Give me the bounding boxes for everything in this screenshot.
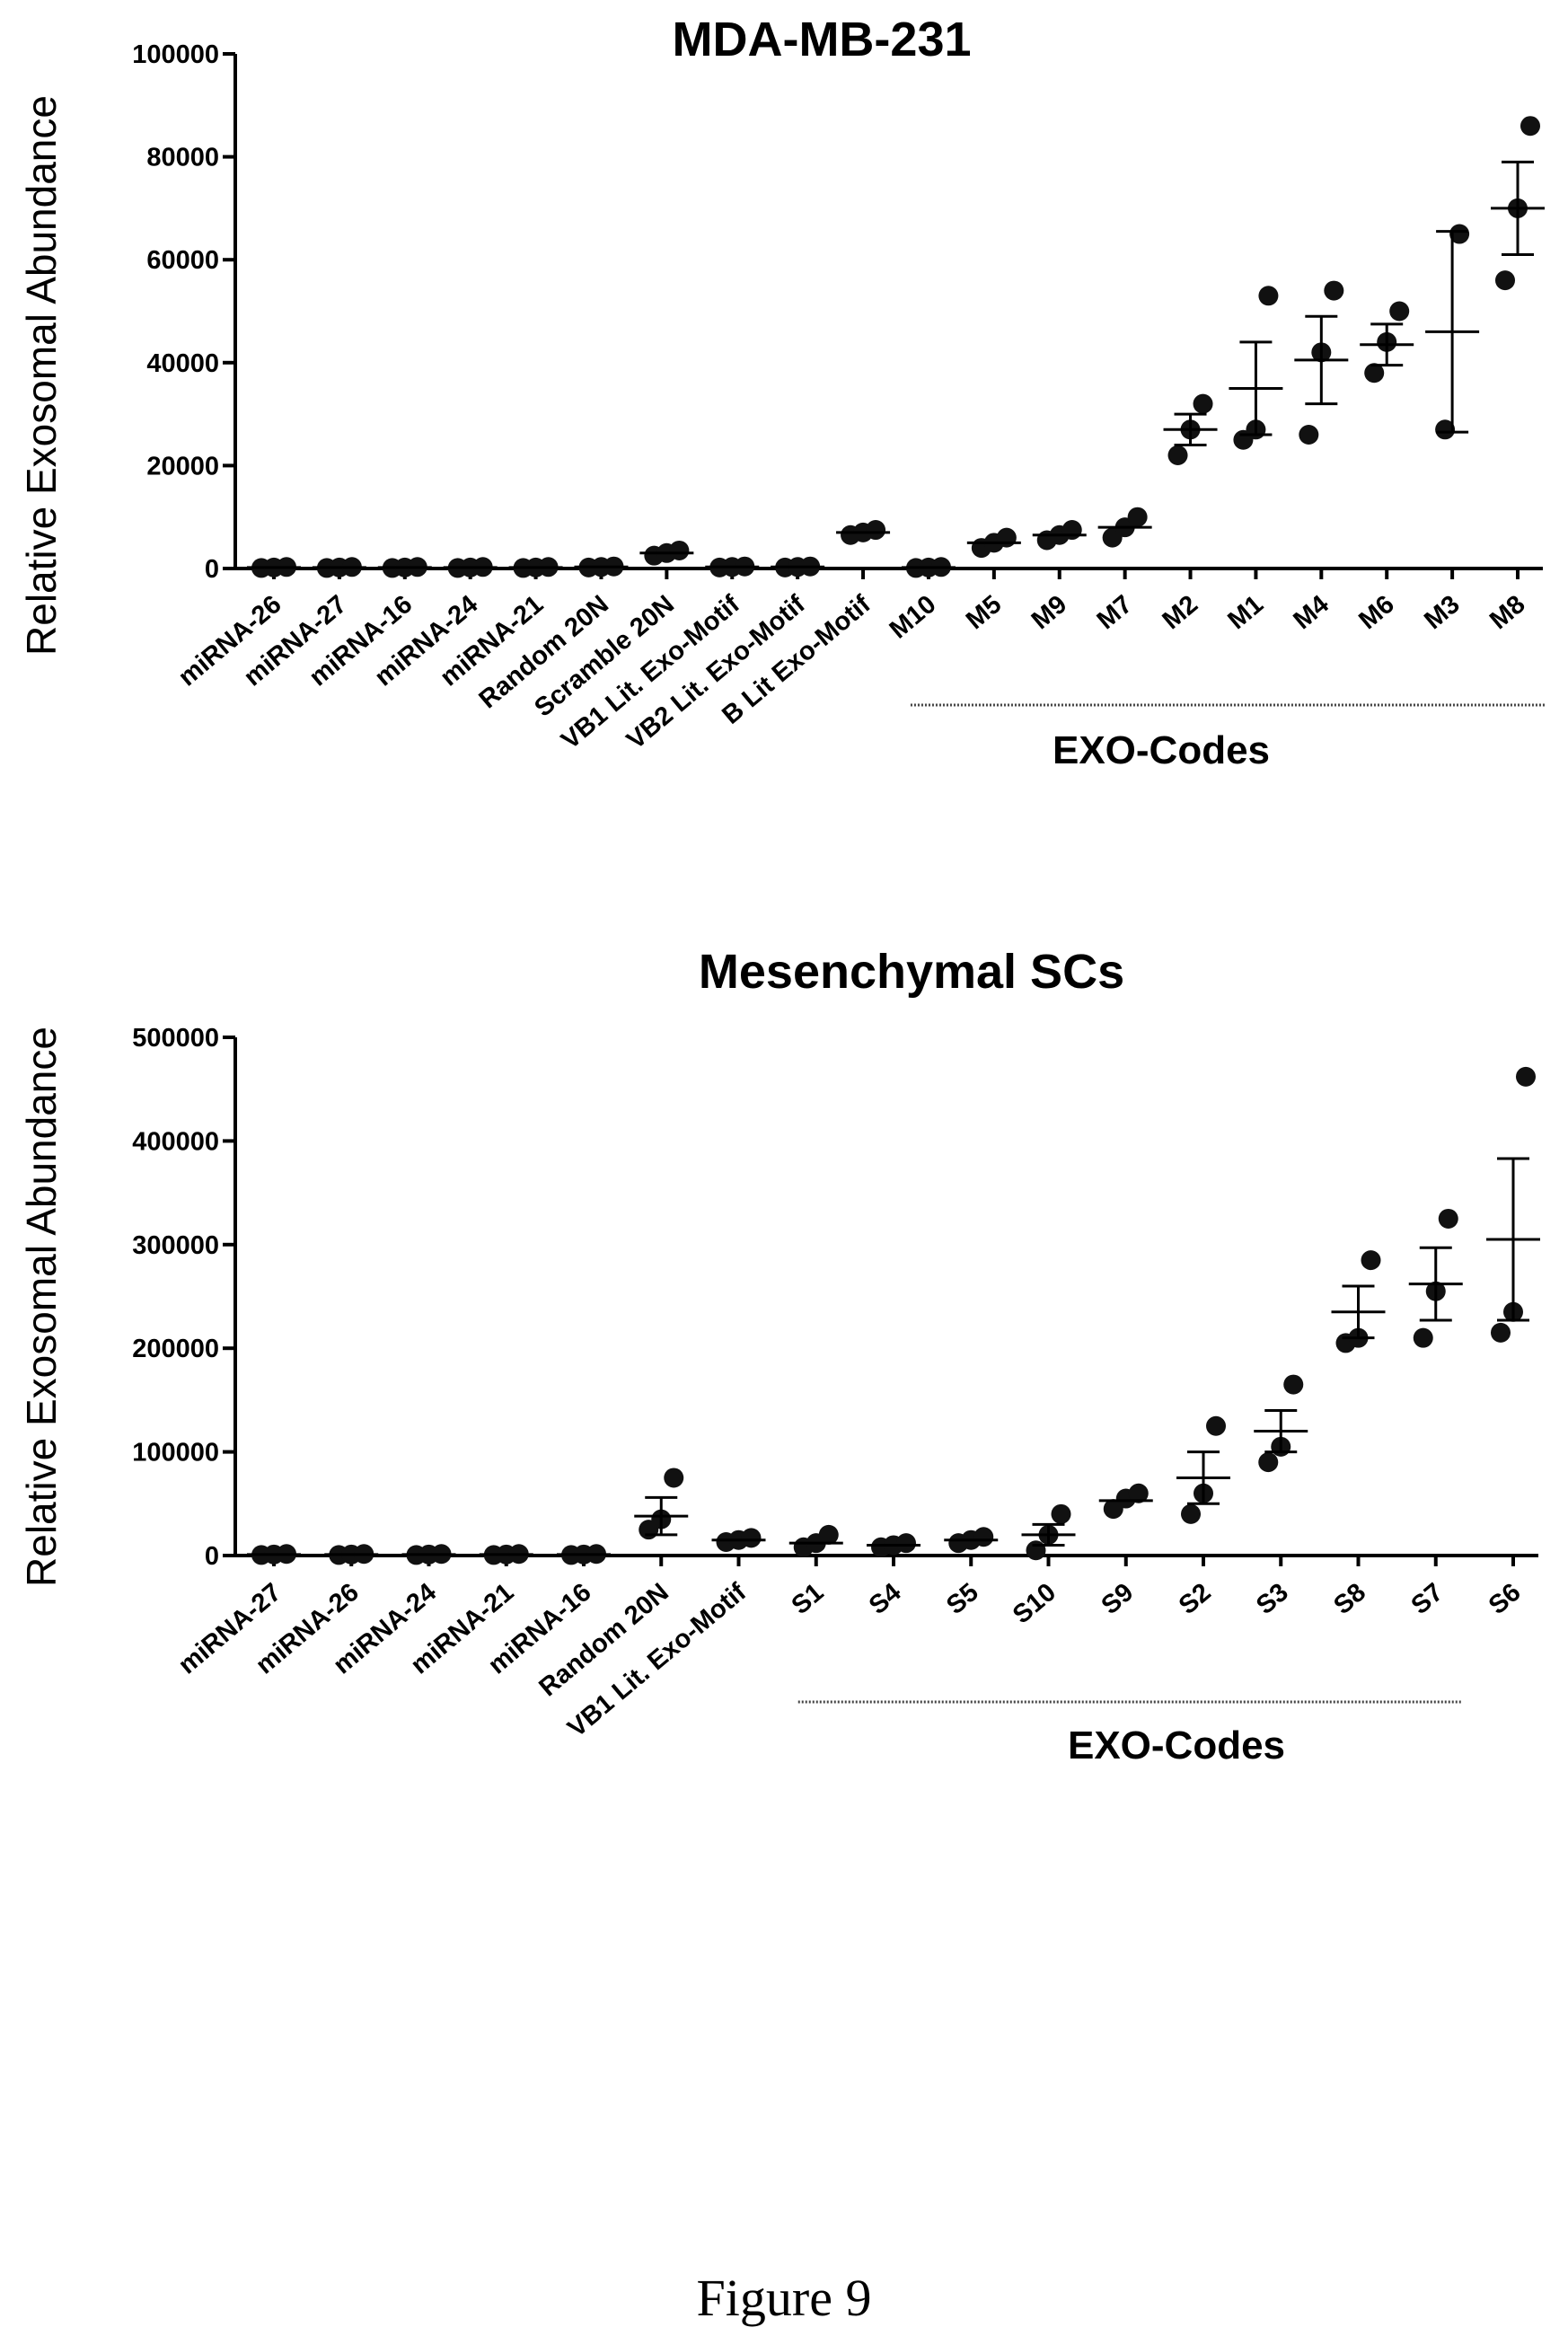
x-tick-label: S9 xyxy=(1096,1578,1139,1620)
data-point xyxy=(1181,1503,1201,1524)
chart-title: Mesenchymal SCs xyxy=(699,945,1124,999)
y-tick-label: 0 xyxy=(205,555,219,584)
chart-panel-mda-mb-231: MDA-MB-231 Relative Exosomal Abundance E… xyxy=(18,13,1545,772)
data-point xyxy=(1061,520,1082,541)
data-point xyxy=(1516,1066,1536,1087)
data-point xyxy=(1167,445,1188,465)
data-point xyxy=(1206,1415,1226,1436)
y-tick-label: 40000 xyxy=(146,349,219,378)
y-tick-label: 500000 xyxy=(132,1024,219,1053)
x-tick-label: M3 xyxy=(1419,590,1465,635)
figure-caption: Figure 9 xyxy=(696,2269,872,2327)
x-tick-label: S2 xyxy=(1174,1578,1217,1620)
data-point xyxy=(1051,1503,1071,1524)
data-point xyxy=(896,1533,916,1554)
y-tick-label: 200000 xyxy=(132,1335,219,1363)
x-tick-label: S1 xyxy=(786,1578,829,1620)
data-point xyxy=(1361,1250,1381,1271)
bracket-label: EXO-Codes xyxy=(1068,1723,1285,1767)
x-tick-label: M10 xyxy=(885,590,942,645)
data-point xyxy=(1299,425,1319,445)
x-tick-label: M9 xyxy=(1026,590,1072,635)
data-point xyxy=(669,540,690,560)
data-point xyxy=(1364,363,1385,383)
data-point xyxy=(1435,419,1456,440)
x-tick-label: M2 xyxy=(1158,590,1203,635)
data-point xyxy=(1127,507,1148,527)
x-tick-label: S7 xyxy=(1405,1578,1449,1620)
x-tick-label: M8 xyxy=(1484,590,1530,635)
data-point xyxy=(664,1468,684,1488)
x-tick-label: M5 xyxy=(961,590,1007,635)
data-point xyxy=(1449,224,1470,244)
bracket-label: EXO-Codes xyxy=(1053,728,1270,772)
y-tick-label: 400000 xyxy=(132,1127,219,1156)
y-axis-label: Relative Exosomal Abundance xyxy=(18,1027,65,1587)
x-tick-label: S10 xyxy=(1008,1578,1061,1630)
chart-title: MDA-MB-231 xyxy=(672,13,971,66)
x-tick-label: S3 xyxy=(1251,1578,1294,1620)
data-point xyxy=(1520,116,1540,137)
data-point xyxy=(1258,1452,1279,1473)
x-tick-label: S8 xyxy=(1328,1578,1371,1620)
y-tick-label: 60000 xyxy=(146,246,219,275)
data-point xyxy=(1495,270,1515,291)
x-tick-label: S4 xyxy=(864,1578,907,1620)
data-point xyxy=(1324,280,1344,301)
data-point xyxy=(1283,1374,1304,1395)
y-tick-label: 300000 xyxy=(132,1231,219,1260)
data-point xyxy=(1026,1540,1046,1561)
y-tick-label: 100000 xyxy=(132,1439,219,1468)
x-tick-label: S6 xyxy=(1484,1578,1527,1620)
x-tick-label: S5 xyxy=(941,1578,984,1620)
y-axis-label: Relative Exosomal Abundance xyxy=(18,95,65,656)
x-tick-label: M4 xyxy=(1288,590,1334,635)
x-tick-label: M7 xyxy=(1092,590,1138,635)
data-point xyxy=(1193,393,1213,414)
data-point xyxy=(1128,1483,1149,1503)
data-point xyxy=(818,1524,839,1545)
chart-panel-mesenchymal-scs: Mesenchymal SCs Relative Exosomal Abunda… xyxy=(18,945,1540,1767)
y-tick-label: 100000 xyxy=(132,40,219,69)
x-tick-label: M6 xyxy=(1353,590,1399,635)
data-point xyxy=(1258,286,1279,306)
data-point xyxy=(1389,301,1410,322)
x-tick-label: M1 xyxy=(1222,590,1268,635)
y-tick-label: 80000 xyxy=(146,144,219,172)
y-tick-label: 0 xyxy=(205,1542,219,1571)
data-point xyxy=(1413,1327,1433,1348)
data-point xyxy=(741,1528,762,1548)
data-point xyxy=(973,1527,994,1547)
data-point xyxy=(1491,1322,1511,1343)
y-tick-label: 20000 xyxy=(146,452,219,480)
data-point xyxy=(996,527,1017,548)
data-point xyxy=(1438,1208,1458,1229)
data-point xyxy=(866,520,886,541)
